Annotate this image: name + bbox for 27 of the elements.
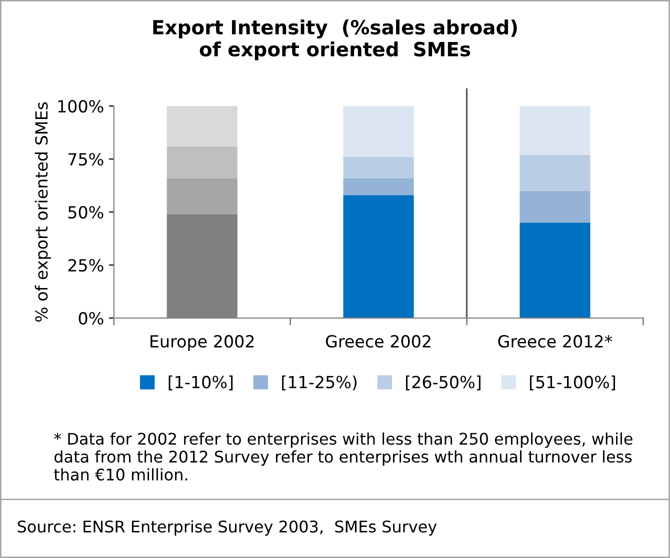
bar [166, 146, 238, 178]
y-tick-label: 50% [68, 206, 104, 219]
bar [343, 156, 414, 178]
source-note: Source: ENSR Enterprise Survey 2003, SMEs Survey [18, 520, 437, 536]
bar [520, 190, 590, 223]
legend-label: [51-100%] [530, 375, 615, 390]
bar [343, 195, 414, 318]
bar [520, 106, 590, 155]
bar [343, 178, 414, 196]
bar [343, 106, 414, 157]
bar [520, 222, 590, 318]
x-tick-label: Europe 2002 [150, 335, 254, 351]
y-tick-label: 75% [68, 152, 104, 166]
text: * Data for 2002 refer to enterprises with less than 250 employees, while data from the 2012 Survey refer to enterprises wth annual turnover less than €10 million. [54, 432, 632, 481]
bar [166, 106, 238, 146]
x-tick-label: Greece 2012* [498, 335, 612, 348]
y-tick-label: 25% [68, 259, 104, 272]
y-tick-label: 0% [78, 312, 104, 325]
bar [520, 154, 590, 191]
legend-label: [26-50%] [406, 375, 480, 390]
y-axis-title: % of export oriented SMEs [34, 102, 51, 322]
legend-label: [1-10%] [168, 375, 233, 390]
y-tick-label: 100% [58, 100, 104, 113]
chart-title: Export Intensity (%sales abroad) of export oriented SMEs [153, 20, 517, 60]
bar [166, 178, 238, 214]
x-tick-label: Greece 2002 [326, 335, 430, 348]
legend-label: [11-25%) [282, 375, 357, 390]
